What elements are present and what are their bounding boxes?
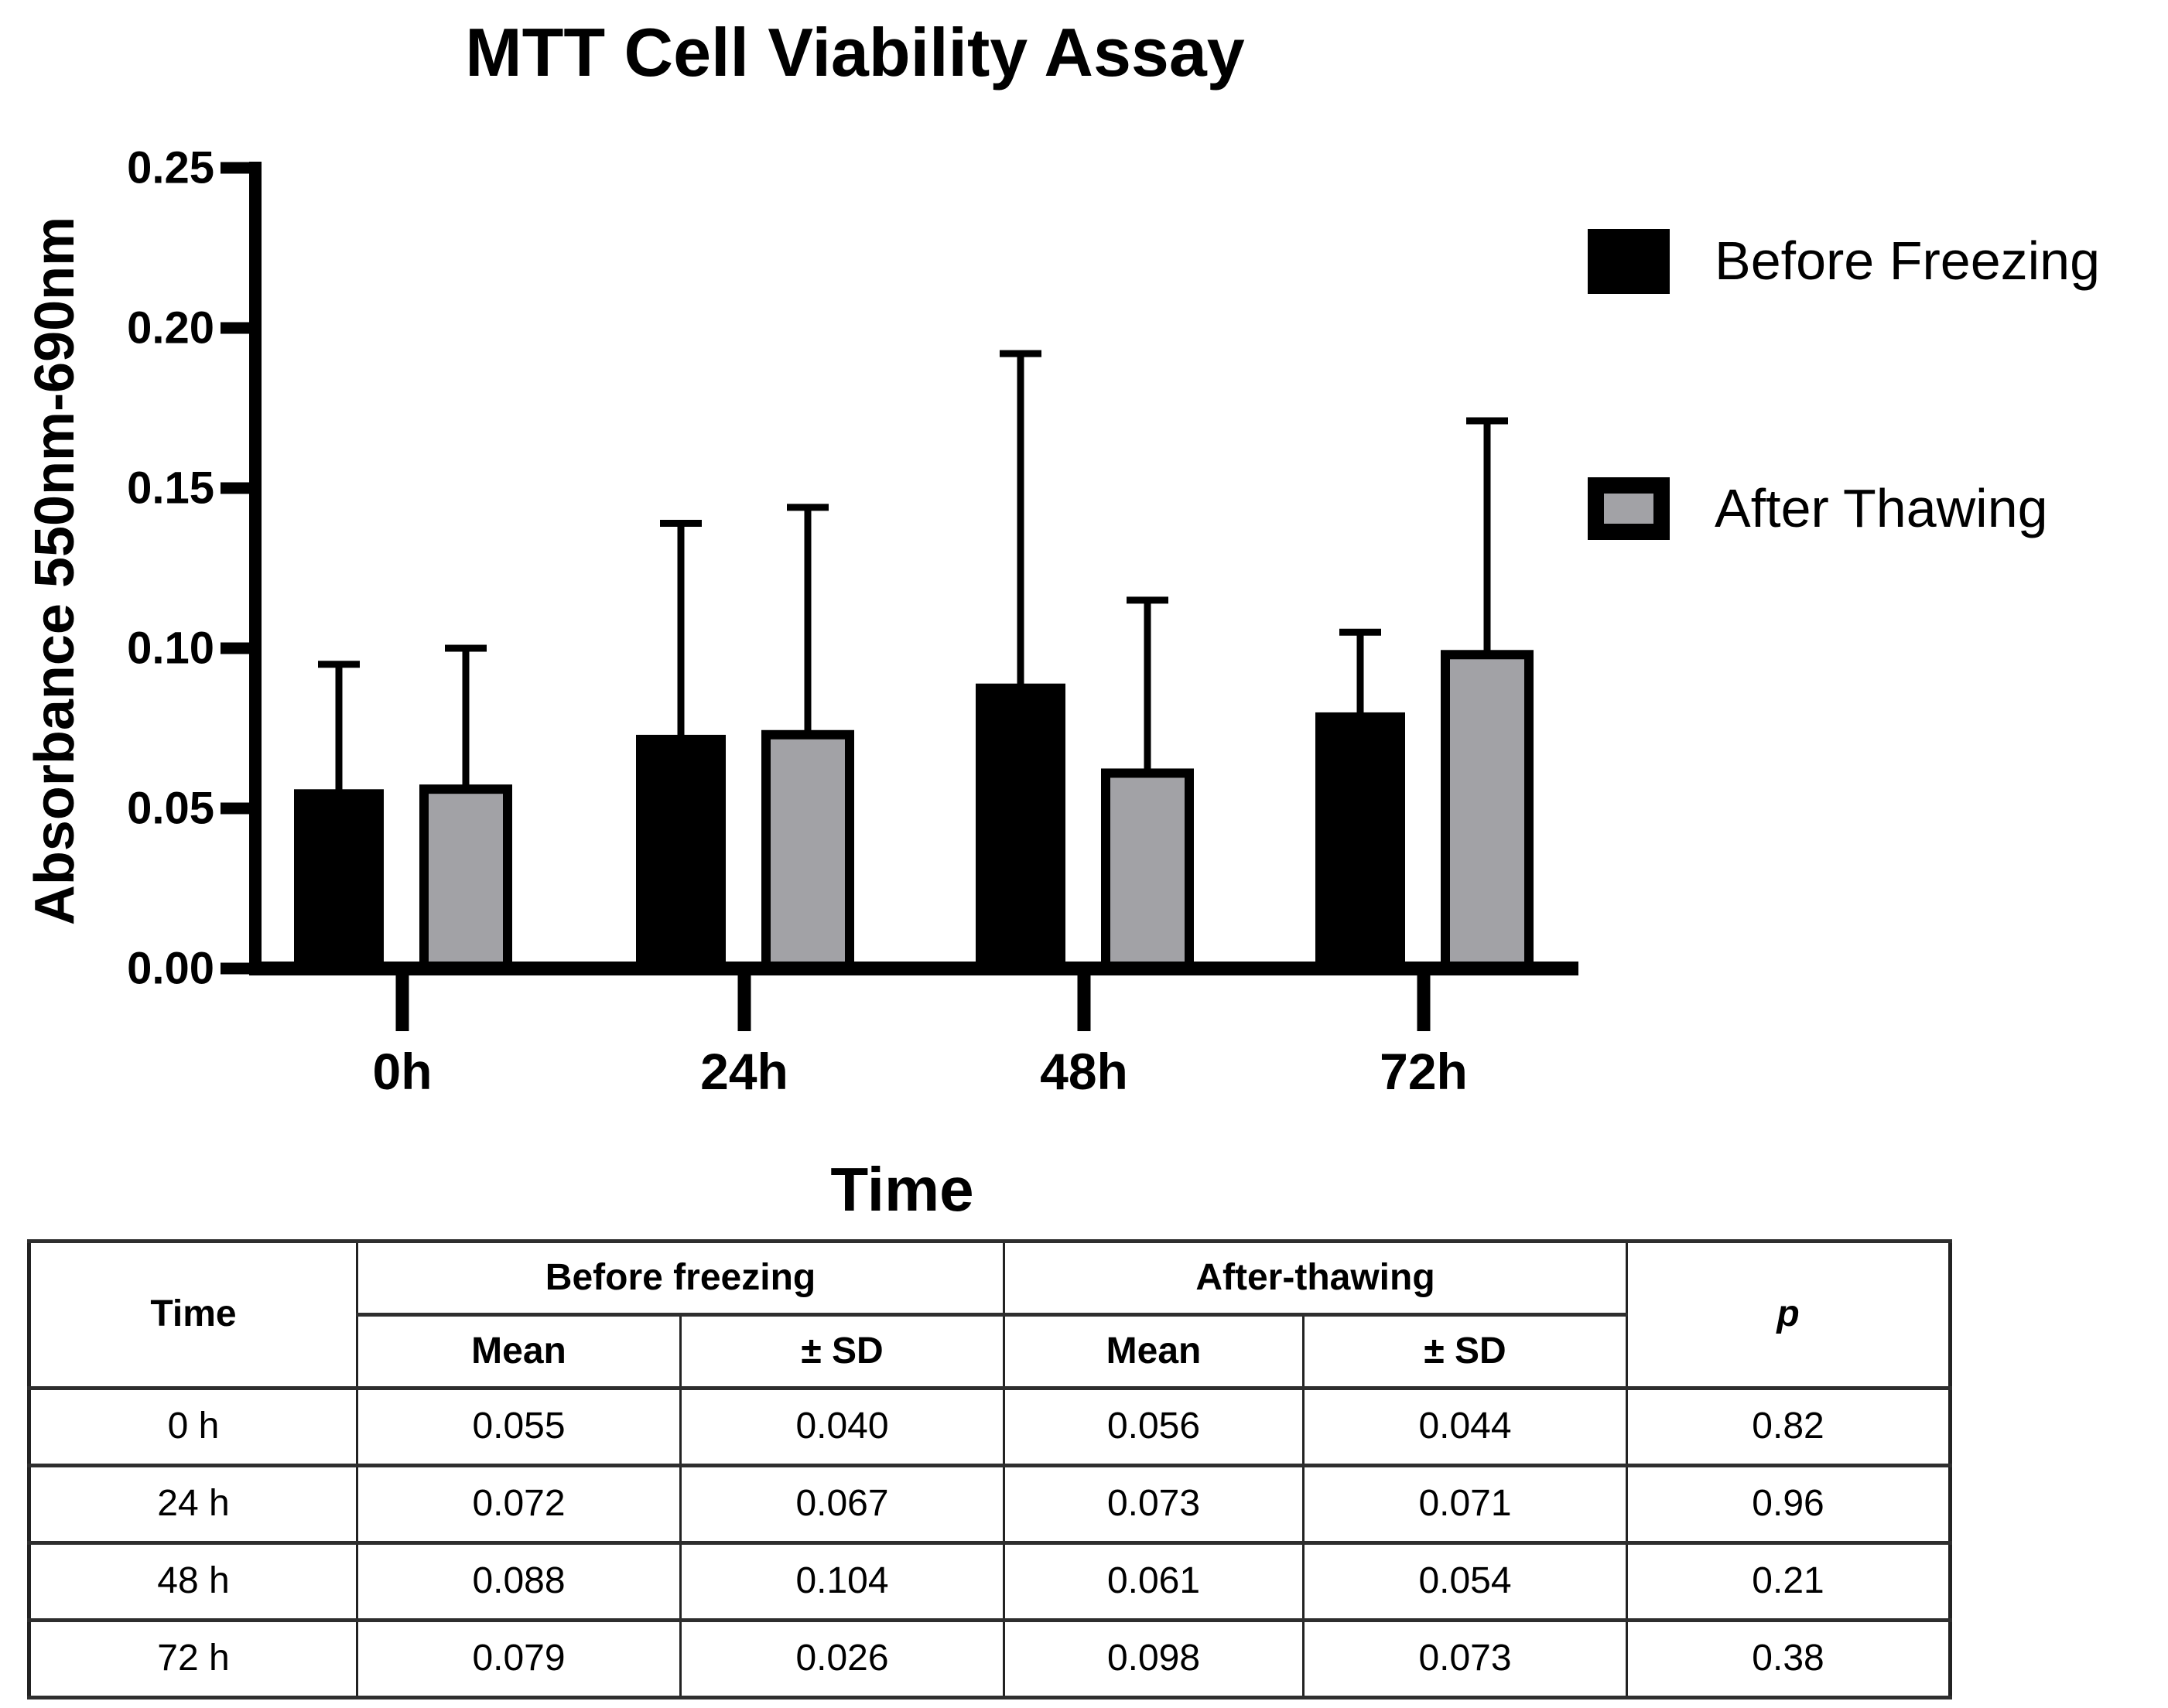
legend-label-before-freezing: Before Freezing <box>1715 231 2100 291</box>
table-cell-at-sd: 0.054 <box>1302 1541 1628 1622</box>
table-header-p: p <box>1626 1239 1951 1390</box>
table-sub-header-row: Mean ± SD Mean ± SD <box>29 1313 1951 1390</box>
bar-after-thawing-0h <box>419 784 512 973</box>
summary-table: Time Before freezing After-thawing p Mea… <box>27 1239 1952 1699</box>
legend-swatch-after-thawing <box>1604 494 1653 524</box>
table-cell-at-sd: 0.044 <box>1302 1386 1628 1467</box>
table-cell-time: 48 h <box>28 1541 358 1622</box>
table-row: 0 h 0.055 0.040 0.056 0.044 0.82 <box>28 1386 1951 1467</box>
table-cell-time: 0 h <box>28 1386 358 1467</box>
x-tick-labels: 0h 24h 48h 72h <box>372 1043 1467 1100</box>
table-cell-p: 0.82 <box>1626 1386 1951 1467</box>
y-tick-label: 0.20 <box>127 303 214 354</box>
bar-after-thawing-72h <box>1441 650 1534 974</box>
table-cell-at-sd: 0.071 <box>1302 1464 1628 1545</box>
bar-before-freezing-24h <box>636 734 726 972</box>
table-header-time: Time <box>28 1239 358 1390</box>
bar-after-thawing-48h <box>1101 768 1194 974</box>
bar-before-freezing-72h <box>1315 712 1405 972</box>
table-cell-bf-mean: 0.055 <box>356 1386 682 1467</box>
chart-legend: Before Freezing After Thawing <box>1588 229 2100 540</box>
bar-after-thawing-24h <box>761 729 854 974</box>
y-tick-label: 0.05 <box>127 784 214 834</box>
y-tick-labels: 0.00 0.05 0.10 0.15 0.20 0.25 <box>127 143 214 994</box>
table-cell-bf-sd: 0.104 <box>679 1541 1005 1622</box>
mtt-bar-chart: MTT Cell Viability Assay Absorbance 550n… <box>24 14 2100 1224</box>
y-tick-label: 0.00 <box>127 944 214 994</box>
legend-swatch-before-freezing <box>1588 229 1670 294</box>
y-tick-label: 0.15 <box>127 463 214 514</box>
table-cell-at-mean: 0.056 <box>1003 1386 1305 1467</box>
table-cell-p: 0.38 <box>1626 1618 1951 1699</box>
table-cell-bf-mean: 0.079 <box>356 1618 682 1699</box>
table-cell-p: 0.21 <box>1626 1541 1951 1622</box>
x-tick-label: 48h <box>1040 1043 1128 1100</box>
table-header-before-freezing: Before freezing <box>356 1239 1005 1317</box>
x-tick-label: 0h <box>372 1043 432 1100</box>
y-tick-label: 0.10 <box>127 623 214 674</box>
table-header-bf-mean: Mean <box>356 1313 682 1390</box>
table-cell-bf-mean: 0.088 <box>356 1541 682 1622</box>
table-cell-at-sd: 0.073 <box>1302 1618 1628 1699</box>
chart-title: MTT Cell Viability Assay <box>465 14 1245 91</box>
axes <box>221 162 1578 1031</box>
bar-before-freezing-48h <box>976 683 1065 972</box>
table-cell-bf-mean: 0.072 <box>356 1464 682 1545</box>
table-group-header-row: Time Before freezing After-thawing p <box>28 1239 1951 1390</box>
table-cell-at-mean: 0.073 <box>1003 1464 1305 1545</box>
x-tick-label: 24h <box>700 1043 788 1100</box>
table-header-bf-sd: ± SD <box>679 1313 1005 1390</box>
table-cell-bf-sd: 0.067 <box>679 1464 1005 1545</box>
x-tick-label: 72h <box>1380 1043 1468 1100</box>
y-axis-label: Absorbance 550nm-690nm <box>24 217 86 925</box>
legend-label-after-thawing: After Thawing <box>1715 478 2048 538</box>
table-cell-bf-sd: 0.026 <box>679 1618 1005 1699</box>
table-row: 72 h 0.079 0.026 0.098 0.073 0.38 <box>28 1618 1951 1699</box>
table-row: 48 h 0.088 0.104 0.061 0.054 0.21 <box>28 1541 1951 1622</box>
x-axis-title: Time <box>830 1155 973 1224</box>
table-row: 24 h 0.072 0.067 0.073 0.071 0.96 <box>28 1464 1951 1545</box>
bar-before-freezing-0h <box>294 789 384 972</box>
table-cell-time: 72 h <box>28 1618 358 1699</box>
table-cell-at-mean: 0.098 <box>1003 1618 1305 1699</box>
table-cell-time: 24 h <box>28 1464 358 1545</box>
table-header-at-mean: Mean <box>1003 1313 1305 1390</box>
table-header-after-thawing: After-thawing <box>1003 1239 1628 1317</box>
y-tick-label: 0.25 <box>127 143 214 193</box>
table-cell-p: 0.96 <box>1626 1464 1951 1545</box>
table-header-at-sd: ± SD <box>1302 1313 1628 1390</box>
bars-layer <box>294 350 1534 974</box>
table-cell-at-mean: 0.061 <box>1003 1541 1305 1622</box>
table-cell-bf-sd: 0.040 <box>679 1386 1005 1467</box>
